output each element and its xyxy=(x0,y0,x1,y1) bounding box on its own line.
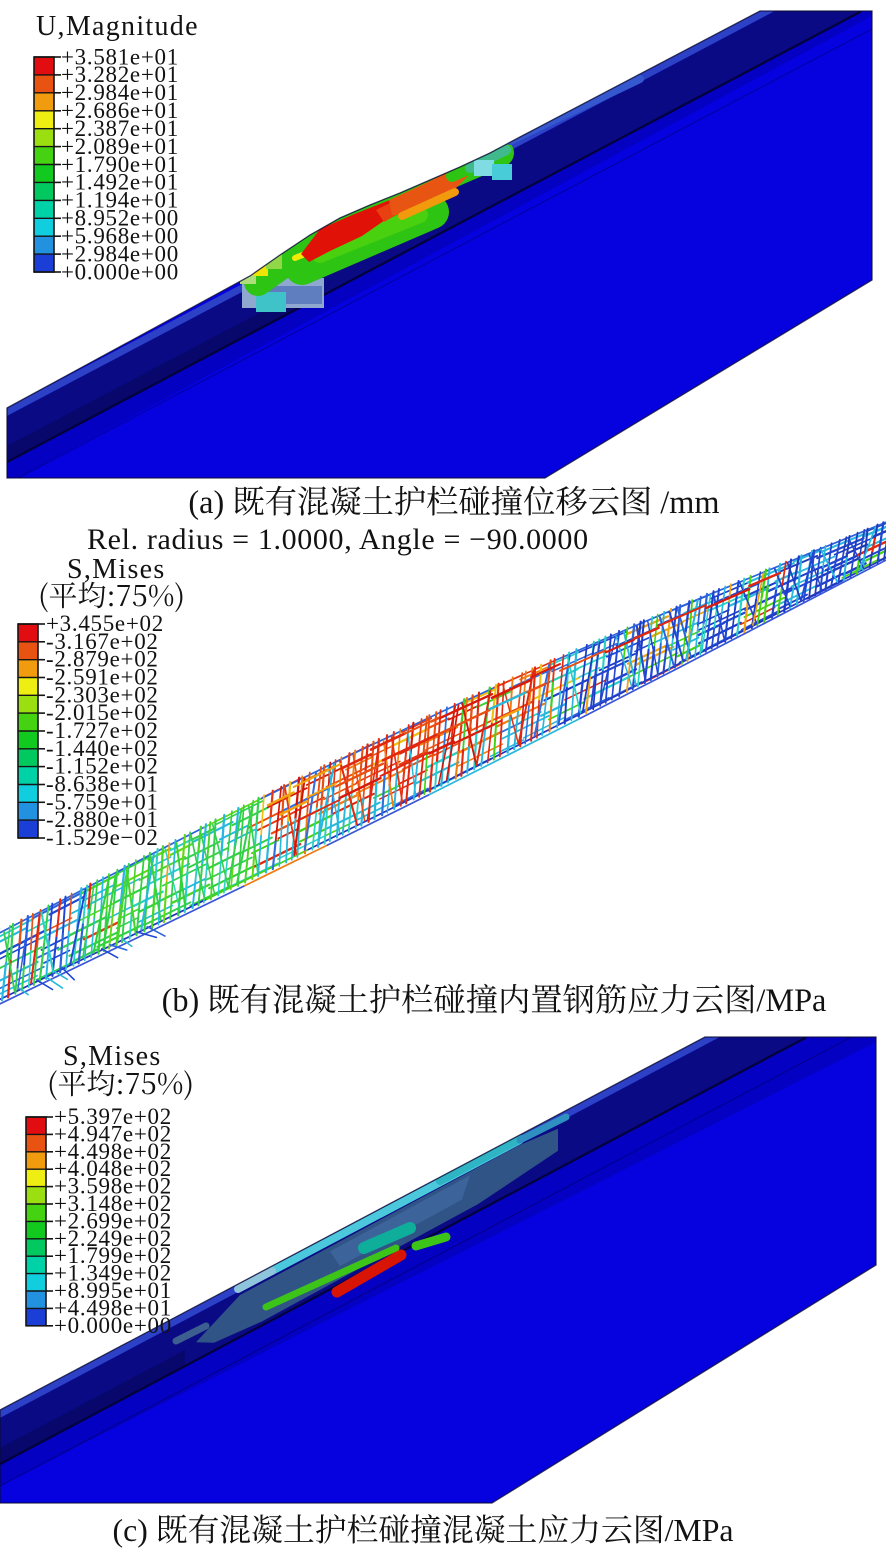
svg-text:Rel. radius = 1.0000, Angle =: Rel. radius = 1.0000, Angle = −90.0000 xyxy=(87,523,589,556)
svg-text:+4.048e+02: +4.048e+02 xyxy=(54,1156,172,1181)
svg-text:-1.529e−02: -1.529e−02 xyxy=(46,825,159,850)
svg-text:-3.167e+02: -3.167e+02 xyxy=(46,629,159,654)
svg-text:+1.349e+02: +1.349e+02 xyxy=(54,1261,172,1286)
svg-text:+2.387e+01: +2.387e+01 xyxy=(61,116,179,141)
svg-text:-1.152e+02: -1.152e+02 xyxy=(46,754,159,779)
svg-text:+1.799e+02: +1.799e+02 xyxy=(54,1243,172,1268)
svg-text:+3.598e+02: +3.598e+02 xyxy=(54,1174,172,1199)
svg-text:-1.727e+02: -1.727e+02 xyxy=(46,718,159,743)
svg-text:/MPa: /MPa xyxy=(756,982,826,1018)
svg-text:+3.148e+02: +3.148e+02 xyxy=(54,1191,172,1216)
svg-text:+4.947e+02: +4.947e+02 xyxy=(54,1121,172,1146)
svg-text:+2.249e+02: +2.249e+02 xyxy=(54,1226,172,1251)
svg-text:+2.089e+01: +2.089e+01 xyxy=(61,134,179,159)
svg-text:-5.759e+01: -5.759e+01 xyxy=(46,789,159,814)
svg-text:+4.498e+01: +4.498e+01 xyxy=(54,1295,172,1320)
svg-text:U,Magnitude: U,Magnitude xyxy=(36,11,199,42)
svg-text:+3.455e+02: +3.455e+02 xyxy=(46,611,164,636)
svg-text:+2.699e+02: +2.699e+02 xyxy=(54,1208,172,1233)
svg-text:-2.303e+02: -2.303e+02 xyxy=(46,682,159,707)
svg-text:+4.498e+02: +4.498e+02 xyxy=(54,1139,172,1164)
svg-text:S,Mises: S,Mises xyxy=(67,554,166,585)
svg-text:+1.194e+01: +1.194e+01 xyxy=(61,188,179,213)
svg-text:-2.591e+02: -2.591e+02 xyxy=(46,665,159,690)
svg-text:+5.968e+00: +5.968e+00 xyxy=(61,224,179,249)
svg-text:(b): (b) xyxy=(162,982,200,1018)
svg-text:(c): (c) xyxy=(113,1513,148,1548)
svg-text:-2.880e+01: -2.880e+01 xyxy=(46,807,159,832)
svg-text:-2.015e+02: -2.015e+02 xyxy=(46,700,159,725)
svg-text:+3.282e+01: +3.282e+01 xyxy=(61,62,179,87)
svg-text:-8.638e+01: -8.638e+01 xyxy=(46,772,159,797)
svg-text:-2.879e+02: -2.879e+02 xyxy=(46,647,159,672)
svg-text:+0.000e+00: +0.000e+00 xyxy=(54,1313,172,1338)
svg-text:+2.984e+00: +2.984e+00 xyxy=(61,241,179,266)
svg-text:+3.581e+01: +3.581e+01 xyxy=(61,44,179,69)
svg-text:+8.995e+01: +8.995e+01 xyxy=(54,1278,172,1303)
svg-text:(a): (a) xyxy=(188,484,224,520)
svg-text:S,Mises: S,Mises xyxy=(63,1041,162,1072)
svg-text:/MPa: /MPa xyxy=(665,1513,734,1548)
svg-text:+8.952e+00: +8.952e+00 xyxy=(61,206,179,231)
svg-text:-1.440e+02: -1.440e+02 xyxy=(46,736,159,761)
svg-text:+1.790e+01: +1.790e+01 xyxy=(61,152,179,177)
svg-text:/mm: /mm xyxy=(660,484,719,520)
svg-text:+1.492e+01: +1.492e+01 xyxy=(61,170,179,195)
svg-text:+5.397e+02: +5.397e+02 xyxy=(54,1104,172,1129)
svg-text:+2.686e+01: +2.686e+01 xyxy=(61,98,179,123)
svg-text:+2.984e+01: +2.984e+01 xyxy=(61,80,179,105)
svg-text:+0.000e+00: +0.000e+00 xyxy=(61,259,179,284)
